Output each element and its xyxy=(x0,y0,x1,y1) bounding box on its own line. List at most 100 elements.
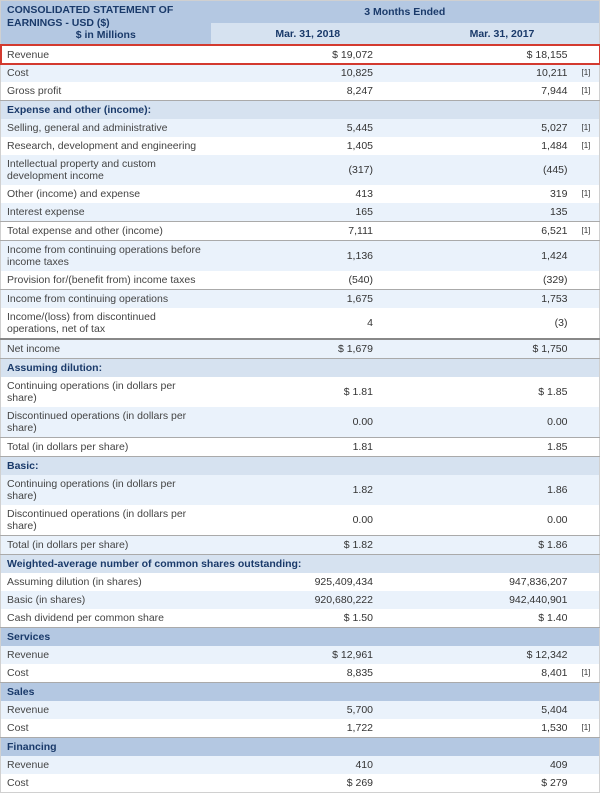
title-line-1: CONSOLIDATED STATEMENT OF xyxy=(7,4,205,17)
footnote-col-2 xyxy=(582,308,600,339)
table-title: CONSOLIDATED STATEMENT OF EARNINGS - USD… xyxy=(1,1,211,46)
footnote-col-1 xyxy=(387,407,405,438)
value-col-2: 135 xyxy=(405,203,582,222)
footnote-col-1 xyxy=(387,719,405,738)
value-col-1: 1,722 xyxy=(211,719,388,738)
value-col-2: 1,424 xyxy=(405,240,582,271)
value-col-1: 4 xyxy=(211,308,388,339)
table-row: Discontinued operations (in dollars per … xyxy=(1,505,600,536)
row-label: Revenue xyxy=(1,756,211,774)
section-header-row: Services xyxy=(1,627,600,646)
footnote-col-2 xyxy=(582,155,600,185)
value-col-2: 1.86 xyxy=(405,475,582,505)
row-label: Cash dividend per common share xyxy=(1,609,211,628)
footnote-col-1 xyxy=(387,221,405,240)
title-line-3: $ in Millions xyxy=(7,29,205,42)
footnote-col-2: [1] xyxy=(582,137,600,155)
value-col-2: $ 12,342 xyxy=(405,646,582,664)
footnote-col-2: [1] xyxy=(582,185,600,203)
row-label: Cost xyxy=(1,64,211,82)
value-col-1: 1.81 xyxy=(211,437,388,456)
table-row: Revenue5,7005,404 xyxy=(1,701,600,719)
value-col-2: 942,440,901 xyxy=(405,591,582,609)
value-col-1: 0.00 xyxy=(211,407,388,438)
footnote-col-2: [1] xyxy=(582,64,600,82)
footnote-col-1 xyxy=(387,535,405,554)
periods-header: 3 Months Ended xyxy=(211,1,600,23)
header-row-top: CONSOLIDATED STATEMENT OF EARNINGS - USD… xyxy=(1,1,600,23)
footnote-col-2 xyxy=(582,271,600,290)
footnote-col-1 xyxy=(387,155,405,185)
value-col-1: $ 1.81 xyxy=(211,377,388,407)
footnote-col-2 xyxy=(582,646,600,664)
section-label: Basic: xyxy=(1,456,600,475)
table-row: Total (in dollars per share)1.811.85 xyxy=(1,437,600,456)
value-col-1: 0.00 xyxy=(211,505,388,536)
value-col-1: 1,675 xyxy=(211,289,388,308)
value-col-2: $ 18,155 xyxy=(405,45,582,64)
value-col-2: 0.00 xyxy=(405,407,582,438)
footnote-col-1 xyxy=(387,701,405,719)
value-col-2: (3) xyxy=(405,308,582,339)
table-row: Assuming dilution (in shares)925,409,434… xyxy=(1,573,600,591)
value-col-1: (317) xyxy=(211,155,388,185)
row-label: Selling, general and administrative xyxy=(1,119,211,137)
footnote-col-1 xyxy=(387,240,405,271)
footnote-col-1 xyxy=(387,756,405,774)
row-label: Net income xyxy=(1,339,211,359)
value-col-1: 7,111 xyxy=(211,221,388,240)
value-col-2: (445) xyxy=(405,155,582,185)
value-col-2: 1,753 xyxy=(405,289,582,308)
table-row: Gross profit8,2477,944[1] xyxy=(1,82,600,101)
row-label: Income from continuing operations xyxy=(1,289,211,308)
row-label: Gross profit xyxy=(1,82,211,101)
footnote-col-2 xyxy=(582,240,600,271)
footnote-col-1 xyxy=(387,609,405,628)
section-header-row: Sales xyxy=(1,682,600,701)
section-label: Sales xyxy=(1,682,600,701)
section-label: Assuming dilution: xyxy=(1,358,600,377)
table-row: Cash dividend per common share$ 1.50$ 1.… xyxy=(1,609,600,628)
table-row: Cost8,8358,401[1] xyxy=(1,664,600,683)
table-body: Revenue$ 19,072$ 18,155Cost10,82510,211[… xyxy=(1,45,600,792)
title-line-2: EARNINGS - USD ($) xyxy=(7,17,205,30)
value-col-2: 8,401 xyxy=(405,664,582,683)
col-header-2: Mar. 31, 2017 xyxy=(405,23,600,45)
value-col-2: 0.00 xyxy=(405,505,582,536)
col-header-1: Mar. 31, 2018 xyxy=(211,23,406,45)
section-header-row: Weighted-average number of common shares… xyxy=(1,554,600,573)
value-col-1: 920,680,222 xyxy=(211,591,388,609)
row-label: Intellectual property and custom develop… xyxy=(1,155,211,185)
earnings-table: CONSOLIDATED STATEMENT OF EARNINGS - USD… xyxy=(0,0,600,793)
value-col-2: 5,404 xyxy=(405,701,582,719)
row-label: Income from continuing operations before… xyxy=(1,240,211,271)
footnote-col-2: [1] xyxy=(582,82,600,101)
table-row: Research, development and engineering1,4… xyxy=(1,137,600,155)
table-row: Income from continuing operations before… xyxy=(1,240,600,271)
section-header-row: Basic: xyxy=(1,456,600,475)
value-col-2: 6,521 xyxy=(405,221,582,240)
footnote-col-1 xyxy=(387,646,405,664)
footnote-col-2: [1] xyxy=(582,221,600,240)
footnote-col-1 xyxy=(387,203,405,222)
value-col-2: 1,530 xyxy=(405,719,582,738)
row-label: Interest expense xyxy=(1,203,211,222)
value-col-1: 5,445 xyxy=(211,119,388,137)
table-row: Total (in dollars per share)$ 1.82$ 1.86 xyxy=(1,535,600,554)
value-col-1: 410 xyxy=(211,756,388,774)
row-label: Cost xyxy=(1,664,211,683)
row-label: Discontinued operations (in dollars per … xyxy=(1,407,211,438)
value-col-2: $ 1.40 xyxy=(405,609,582,628)
value-col-1: 1.82 xyxy=(211,475,388,505)
value-col-1: 8,835 xyxy=(211,664,388,683)
footnote-col-1 xyxy=(387,437,405,456)
value-col-1: 1,136 xyxy=(211,240,388,271)
row-label: Basic (in shares) xyxy=(1,591,211,609)
value-col-2: 1.85 xyxy=(405,437,582,456)
section-header-row: Expense and other (income): xyxy=(1,100,600,119)
section-label: Services xyxy=(1,627,600,646)
table-row: Income/(loss) from discontinued operatio… xyxy=(1,308,600,339)
footnote-col-1 xyxy=(387,774,405,793)
footnote-col-2 xyxy=(582,203,600,222)
value-col-2: $ 279 xyxy=(405,774,582,793)
